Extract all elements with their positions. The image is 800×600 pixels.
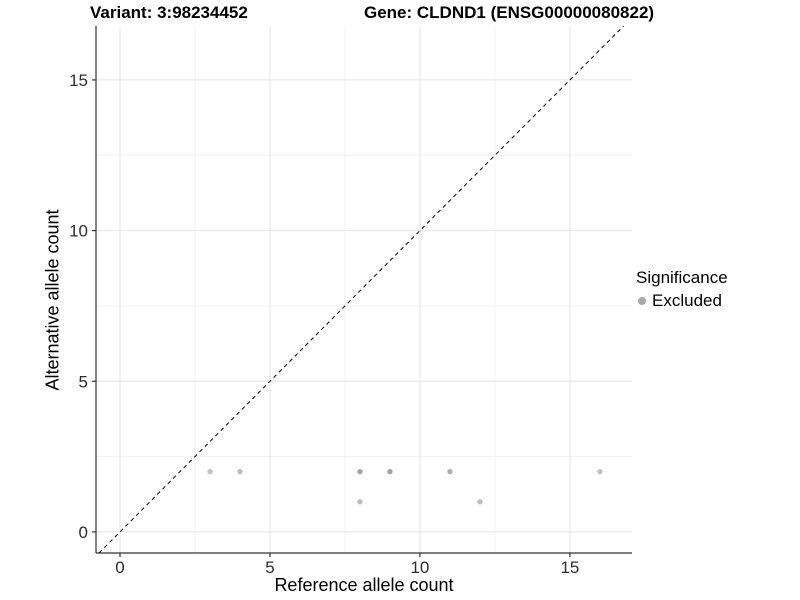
x-axis-title: Reference allele count: [274, 575, 454, 595]
legend-item-label: Excluded: [652, 291, 722, 310]
y-tick-label: 15: [69, 71, 88, 90]
identity-dashed-line: [98, 25, 624, 554]
legend-point-icon: [638, 297, 646, 305]
y-tick-label: 10: [69, 222, 88, 241]
legend-item-excluded: Excluded: [636, 291, 728, 311]
plot-title-variant: Variant: 3:98234452: [90, 3, 248, 22]
data-point: [357, 499, 363, 505]
x-tick-label: 15: [560, 558, 579, 577]
legend: Significance Excluded: [636, 268, 728, 311]
data-point: [237, 468, 243, 475]
data-point: [357, 468, 363, 475]
y-axis-title: Alternative allele count: [42, 209, 63, 391]
y-tick-label: 0: [79, 523, 88, 542]
x-tick-label: 5: [265, 558, 274, 577]
legend-title: Significance: [636, 268, 728, 287]
data-point: [387, 468, 393, 475]
data-point: [207, 468, 213, 475]
plot-title-gene: Gene: CLDND1 (ENSG00000080822): [364, 3, 655, 22]
y-tick-label: 5: [79, 372, 88, 391]
data-point: [477, 499, 483, 505]
data-point: [597, 468, 603, 475]
x-tick-label: 10: [410, 558, 429, 577]
x-tick-label: 0: [115, 558, 124, 577]
data-point: [447, 468, 453, 475]
